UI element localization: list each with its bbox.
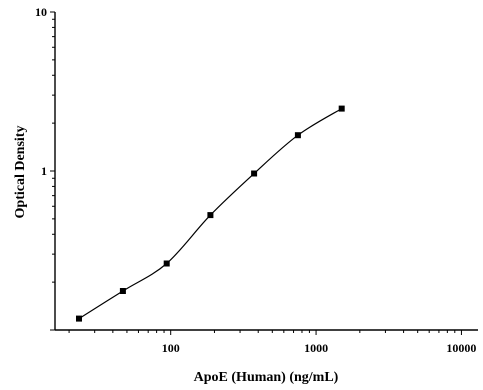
data-point <box>338 105 345 112</box>
y-tick-label: 10 <box>35 5 47 19</box>
x-tick-label: 100 <box>162 341 180 355</box>
data-point <box>251 170 258 177</box>
data-point <box>207 212 214 219</box>
x-tick-label: 1000 <box>304 341 328 355</box>
x-axis-ticks: 100 1000 10000 <box>68 330 476 355</box>
data-point <box>119 288 126 294</box>
data-point <box>294 132 301 139</box>
y-axis-title: Optical Density <box>13 126 28 219</box>
data-point <box>76 315 82 322</box>
plot-area <box>54 12 478 331</box>
y-tick-label: 1 <box>41 164 47 178</box>
data-point <box>163 260 170 267</box>
x-tick-label: 10000 <box>446 341 476 355</box>
data-points <box>76 105 345 322</box>
y-axis-ticks: 1 10 <box>35 5 55 331</box>
x-axis-title: ApoE (Human) (ng/mL) <box>194 370 339 385</box>
